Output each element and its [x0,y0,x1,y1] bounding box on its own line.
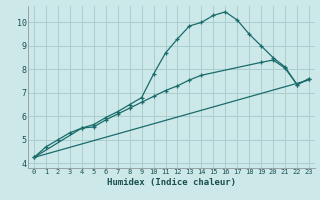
X-axis label: Humidex (Indice chaleur): Humidex (Indice chaleur) [107,178,236,187]
